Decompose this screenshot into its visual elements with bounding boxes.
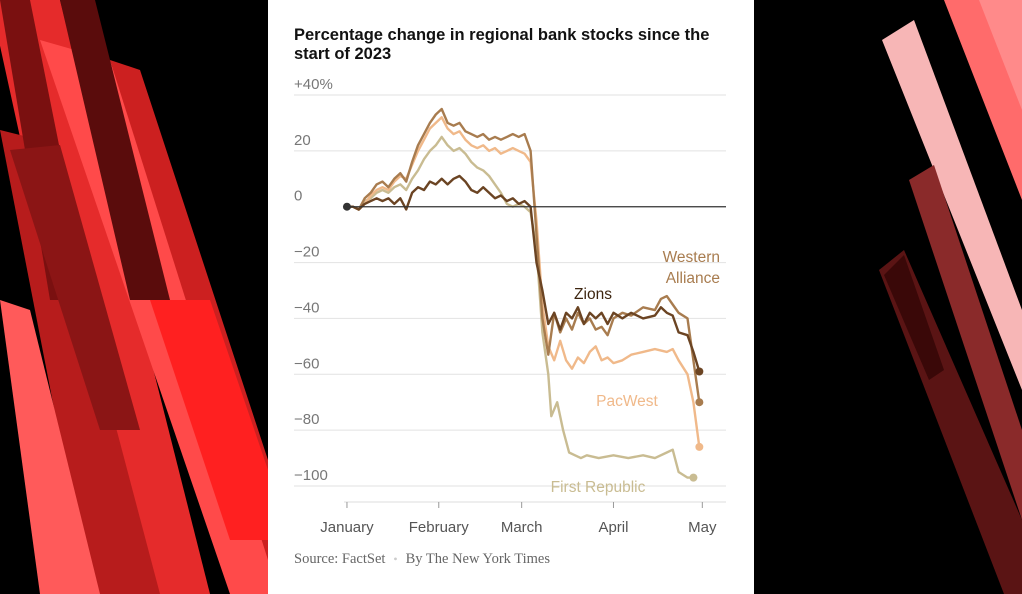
y-tick-label: −40 bbox=[294, 299, 319, 316]
series-label-pacwest: PacWest bbox=[596, 393, 658, 410]
y-tick-label: −80 bbox=[294, 411, 319, 428]
chart-title: Percentage change in regional bank stock… bbox=[294, 26, 710, 63]
red-bar bbox=[150, 300, 268, 540]
y-tick-label: 0 bbox=[294, 188, 302, 205]
series-line-first-republic bbox=[347, 135, 694, 479]
source-note: Source: FactSet bbox=[294, 551, 386, 567]
end-point-first-republic bbox=[689, 473, 698, 482]
red-bar bbox=[10, 145, 140, 430]
red-bar bbox=[979, 0, 1022, 110]
y-tick-label: −100 bbox=[294, 467, 328, 484]
end-point-western-alliance bbox=[695, 398, 704, 407]
decorative-red-bars-right bbox=[879, 0, 1022, 594]
red-bar bbox=[60, 0, 170, 300]
line-chart: +40% 20 0 −20 −40 −60 −80 −100 January February Ma… bbox=[294, 76, 726, 536]
red-bar bbox=[0, 300, 100, 594]
series-label-western-alliance: Western Alliance bbox=[663, 249, 720, 287]
chart-card: Percentage change in regional bank stock… bbox=[268, 0, 754, 594]
y-tick-label: −60 bbox=[294, 355, 319, 372]
x-tick-label: May bbox=[688, 519, 717, 536]
end-point-pacwest bbox=[695, 442, 704, 451]
y-tick-label: 20 bbox=[294, 132, 311, 149]
red-bar bbox=[882, 20, 1022, 390]
chart-footer: Source: FactSet • By The New York Times bbox=[294, 551, 550, 568]
credit-note: By The New York Times bbox=[405, 551, 550, 567]
red-bar bbox=[909, 165, 1022, 520]
x-tick-label: March bbox=[501, 519, 543, 536]
x-tick-label: February bbox=[409, 519, 470, 536]
series-label-first-republic: First Republic bbox=[551, 479, 646, 496]
start-point bbox=[342, 202, 351, 211]
decorative-red-bars-left bbox=[0, 0, 268, 594]
x-tick-label: April bbox=[598, 519, 628, 536]
y-tick-label: +40% bbox=[294, 76, 333, 93]
footer-separator: • bbox=[393, 552, 398, 566]
y-tick-label: −20 bbox=[294, 244, 319, 261]
red-bar bbox=[884, 255, 944, 380]
end-point-zions bbox=[695, 367, 704, 376]
series-line-zions bbox=[347, 174, 701, 372]
series-label-zions: Zions bbox=[574, 286, 612, 303]
x-tick-label: January bbox=[320, 519, 374, 536]
